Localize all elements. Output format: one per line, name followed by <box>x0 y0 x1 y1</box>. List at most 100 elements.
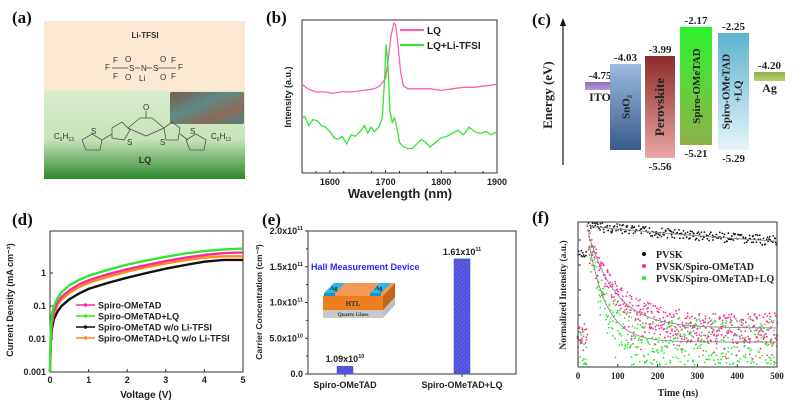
chart-f-point <box>670 233 673 236</box>
chart-f-point <box>762 338 765 340</box>
chart-f-point <box>767 343 770 346</box>
chart-f-point <box>585 363 588 366</box>
chart-f-point <box>721 325 724 328</box>
chart-f-point <box>766 236 769 239</box>
chart-d-ytick-label: 0.01 <box>28 334 46 344</box>
chart-f-point <box>605 314 608 317</box>
svg-text:F: F <box>113 56 118 65</box>
chart-f-point <box>662 233 665 236</box>
chart-f-point <box>618 304 620 307</box>
chart-f-point <box>587 248 590 251</box>
chart-f-point <box>596 274 599 277</box>
svg-text:O: O <box>160 55 166 64</box>
chart-f-point <box>755 316 758 318</box>
chart-f-point <box>729 321 732 323</box>
chart-f-point <box>751 235 754 238</box>
chart-d-series-spiro-lq-no-litfsi <box>48 255 243 373</box>
chart-f-point <box>614 280 617 283</box>
chart-d-xlabel: Voltage (V) <box>120 390 171 401</box>
chart-f-point <box>744 321 747 324</box>
chart-f-point <box>620 289 623 292</box>
chart-f-point <box>578 253 581 256</box>
chart-f-point <box>714 319 716 322</box>
chart-f-point <box>649 327 652 330</box>
panel-label-d: (d) <box>12 210 33 229</box>
chart-f-point <box>671 330 673 332</box>
chart-f-point <box>727 238 730 241</box>
chart-f-point <box>598 289 600 291</box>
panel-label-a: (a) <box>12 8 32 27</box>
chart-f-point <box>683 333 685 336</box>
chart-f-point <box>582 358 585 360</box>
chart-f-point <box>770 359 772 362</box>
chart-f-point <box>704 334 707 337</box>
chart-f-point <box>621 343 623 346</box>
chart-f-point <box>662 356 665 359</box>
chart-f-point <box>636 312 638 314</box>
panel-label-c: (c) <box>532 10 551 29</box>
svg-text:S: S <box>127 138 132 147</box>
chart-f-point <box>692 326 694 328</box>
chart-f-point <box>750 362 752 365</box>
chart-f-point <box>684 334 686 336</box>
svg-text:O: O <box>125 73 131 82</box>
chart-f-point <box>610 327 613 329</box>
chart-f-point <box>671 236 673 239</box>
chart-f-point <box>619 304 622 306</box>
chart-f-point <box>622 303 625 305</box>
chart-f-point <box>588 254 591 256</box>
chart-f-point <box>747 313 750 316</box>
chart-f-point <box>697 337 700 339</box>
chart-f-point <box>661 341 664 344</box>
chart-f-point <box>731 338 734 341</box>
quartz-layer <box>323 297 395 318</box>
chart-f-point <box>761 330 764 333</box>
chart-f-point <box>749 338 752 341</box>
energy-name-ag: Ag <box>762 81 777 95</box>
chart-f-point <box>690 315 693 318</box>
chart-f-point <box>711 322 714 325</box>
chart-f-point <box>634 354 637 356</box>
chart-f-point <box>624 345 627 348</box>
chart-f-point <box>685 337 688 340</box>
chart-f-point <box>693 364 696 366</box>
chart-f-point <box>593 250 595 253</box>
chart-f-point <box>588 245 591 248</box>
chart-f-point <box>716 340 719 343</box>
chart-f-point <box>724 325 727 327</box>
chart-f-point <box>630 335 633 338</box>
chart-f-point <box>776 333 779 336</box>
chart-f-point <box>703 340 705 342</box>
chart-f-point <box>685 322 688 324</box>
chart-f-point <box>587 233 590 235</box>
chart-f-point <box>695 332 698 334</box>
chart-f-point <box>711 330 714 333</box>
chart-f-point <box>624 344 626 347</box>
chart-b-legend: LQ LQ+Li-TFSI <box>400 26 481 52</box>
chart-f-point <box>683 335 686 338</box>
chart-f-point <box>671 316 673 319</box>
chart-f-point <box>674 337 677 340</box>
chart-f-point <box>637 318 640 321</box>
chart-f-point <box>724 348 726 350</box>
svg-text:S: S <box>129 64 134 73</box>
chart-f-point <box>596 275 599 277</box>
chart-f-point <box>671 320 673 322</box>
chart-f-xtick-label: 100 <box>611 371 625 381</box>
chart-f-point <box>685 316 688 319</box>
chart-f-point <box>582 330 585 333</box>
chart-f-point <box>586 224 589 226</box>
chart-f-point <box>707 335 709 338</box>
chart-f-point <box>703 231 706 234</box>
chart-f-point <box>614 356 617 359</box>
chart-f-point <box>683 234 686 237</box>
chart-f-point <box>722 355 724 358</box>
chart-f-point <box>746 239 749 242</box>
chart-f-point <box>651 363 654 365</box>
chart-f-point <box>736 346 739 349</box>
chart-f-point <box>720 353 723 355</box>
chart-f-point <box>662 231 665 234</box>
chart-f-point <box>638 360 641 363</box>
chart-f-point <box>684 327 687 329</box>
legend-label-spiro-lq: Spiro-OMeTAD+LQ <box>98 312 179 322</box>
